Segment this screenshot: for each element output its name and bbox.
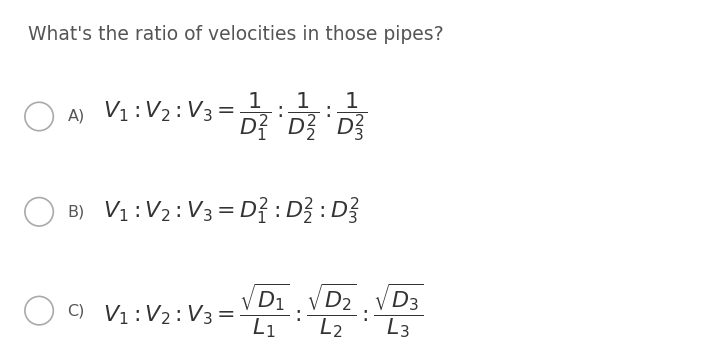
- Text: A): A): [68, 109, 85, 124]
- Text: $V_1 : V_2 : V_3 = D_1^2 : D_2^2 : D_3^2$: $V_1 : V_2 : V_3 = D_1^2 : D_2^2 : D_3^2…: [103, 196, 360, 227]
- Text: $V_1 : V_2 : V_3 = \dfrac{\sqrt{D_1}}{L_1} : \dfrac{\sqrt{D_2}}{L_2} : \dfrac{\s: $V_1 : V_2 : V_3 = \dfrac{\sqrt{D_1}}{L_…: [103, 281, 424, 340]
- Text: What's the ratio of velocities in those pipes?: What's the ratio of velocities in those …: [28, 25, 444, 44]
- Text: $V_1 : V_2 : V_3 = \dfrac{1}{D_1^2} : \dfrac{1}{D_2^2} : \dfrac{1}{D_3^2}$: $V_1 : V_2 : V_3 = \dfrac{1}{D_1^2} : \d…: [103, 90, 368, 143]
- Text: C): C): [68, 303, 85, 318]
- Text: B): B): [68, 204, 85, 219]
